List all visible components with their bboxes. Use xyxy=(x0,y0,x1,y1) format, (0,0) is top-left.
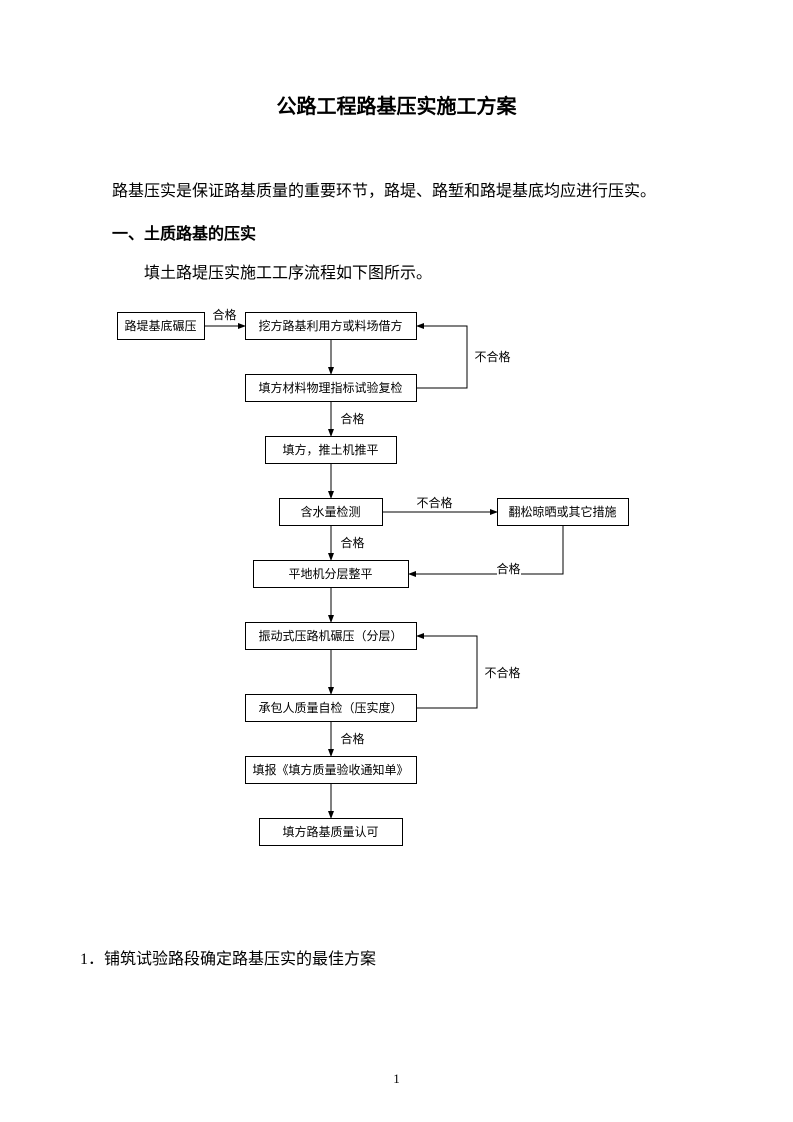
section-heading-1: 一、土质路基的压实 xyxy=(80,217,713,252)
flow-edge-label-2: 不合格 xyxy=(475,348,511,365)
flow-node-n8: 承包人质量自检（压实度） xyxy=(245,694,417,722)
flow-node-n0: 路堤基底碾压 xyxy=(117,312,205,340)
flow-node-n5: 翻松晾晒或其它措施 xyxy=(497,498,629,526)
flow-edge-label-6: 合格 xyxy=(341,534,365,551)
process-flowchart: 路堤基底碾压 挖方路基利用方或料场借方填方材料物理指标试验复检填方，推土机推平含水… xyxy=(97,312,697,882)
page-title: 公路工程路基压实施工方案 xyxy=(80,90,713,119)
flow-edge-label-7: 合格 xyxy=(497,560,521,577)
section-intro: 填土路堤压实施工工序流程如下图所示。 xyxy=(80,256,713,291)
flow-node-n3: 填方，推土机推平 xyxy=(265,436,397,464)
flow-edge-2 xyxy=(417,326,467,388)
flow-node-n2: 填方材料物理指标试验复检 xyxy=(245,374,417,402)
flow-edge-label-10: 不合格 xyxy=(485,664,521,681)
flow-node-n7: 振动式压路机碾压（分层） xyxy=(245,622,417,650)
flow-node-n6: 平地机分层整平 xyxy=(253,560,409,588)
flow-edge-label-5: 不合格 xyxy=(417,494,453,511)
flow-edge-10 xyxy=(417,636,477,708)
flow-node-n9: 填报《填方质量验收通知单》 xyxy=(245,756,417,784)
flow-edge-label-3: 合格 xyxy=(341,410,365,427)
flow-node-n1: 挖方路基利用方或料场借方 xyxy=(245,312,417,340)
subsection-heading-1: 1．铺筑试验路段确定路基压实的最佳方案 xyxy=(80,942,713,977)
flow-edge-label-0: 合格 xyxy=(213,306,237,323)
intro-paragraph: 路基压实是保证路基质量的重要环节，路堤、路堑和路堤基底均应进行压实。 xyxy=(80,174,713,209)
flow-node-n4: 含水量检测 xyxy=(279,498,383,526)
flow-node-n10: 填方路基质量认可 xyxy=(259,818,403,846)
flow-edge-7 xyxy=(409,526,563,574)
flow-edge-label-11: 合格 xyxy=(341,730,365,747)
page-number: 1 xyxy=(0,1071,793,1087)
